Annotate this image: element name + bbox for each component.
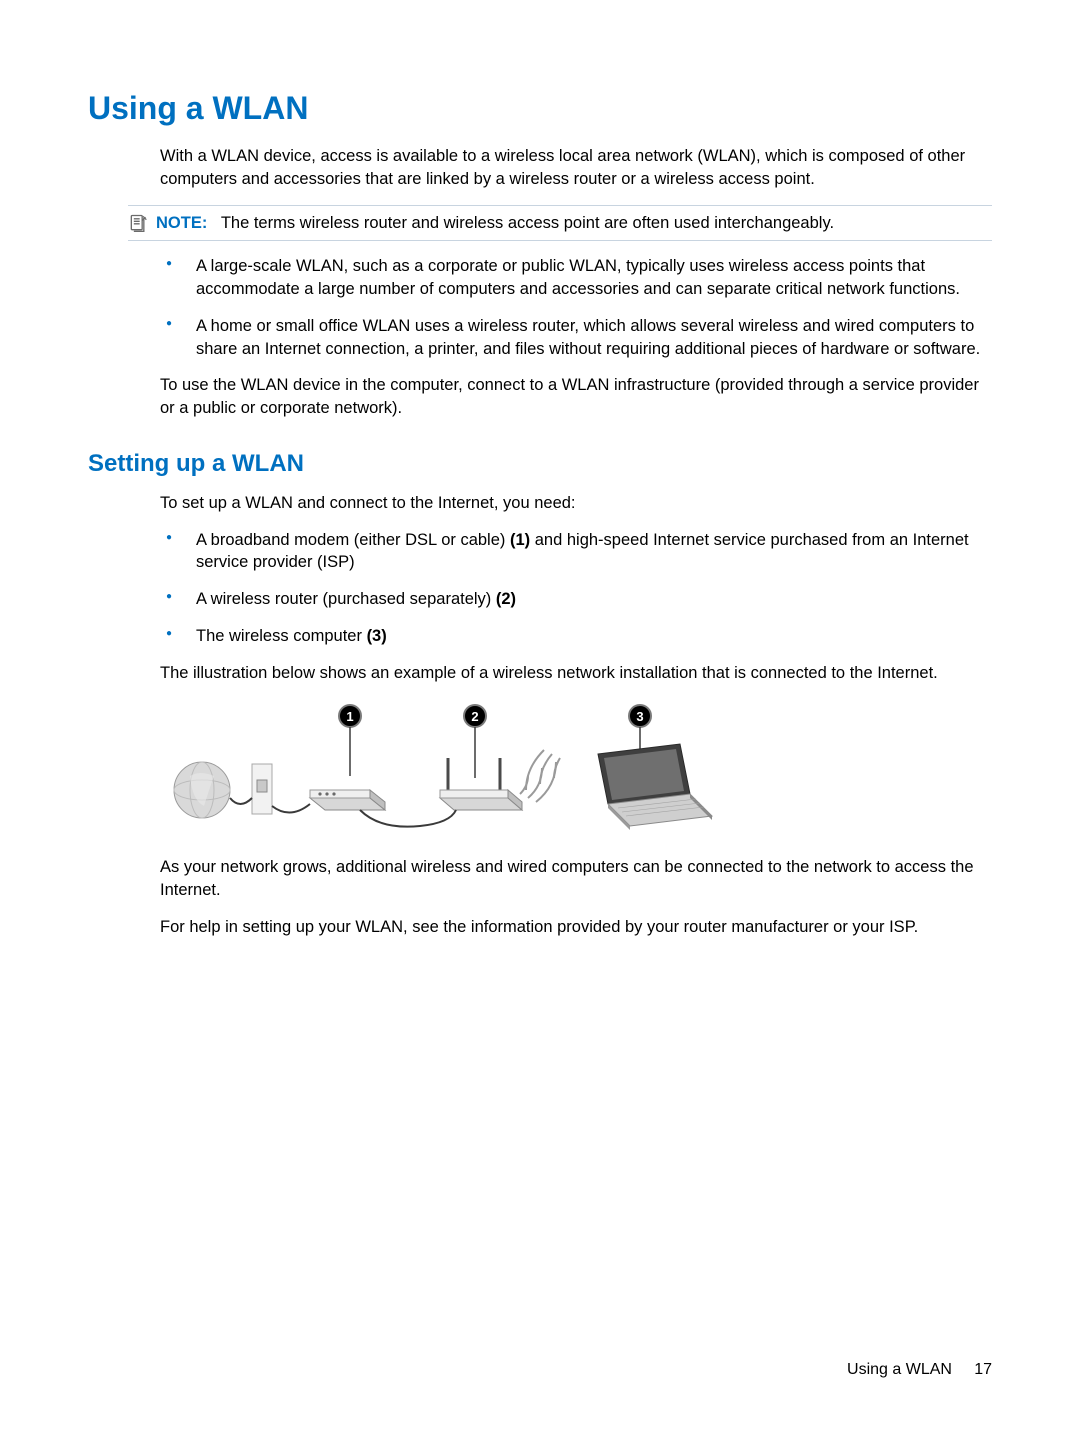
heading-setting-up-wlan: Setting up a WLAN [88,450,992,478]
cable [230,798,252,804]
callout-2: 2 [464,705,486,778]
list-ref: (1) [510,531,530,549]
cable [272,804,310,813]
note-icon [128,213,148,233]
grow-paragraph: As your network grows, additional wirele… [160,856,992,902]
callout-1: 1 [339,705,361,776]
cable [360,810,456,827]
wifi-waves-icon [520,750,560,802]
wlan-types-list: A large-scale WLAN, such as a corporate … [160,255,992,360]
network-diagram: 1 2 3 [160,698,720,838]
svg-text:3: 3 [636,709,643,724]
list-text: A wireless router (purchased separately) [196,590,496,608]
help-paragraph: For help in setting up your WLAN, see th… [160,916,992,939]
list-item: A home or small office WLAN uses a wirel… [160,315,992,361]
wall-jack-icon [252,764,272,814]
router-icon [440,758,522,810]
modem-icon [310,790,385,810]
footer-page-number: 17 [974,1361,992,1378]
document-page: Using a WLAN With a WLAN device, access … [0,0,1080,1437]
footer-title: Using a WLAN [847,1361,952,1378]
list-text: The wireless computer [196,627,367,645]
heading-using-wlan: Using a WLAN [88,90,992,127]
note-text: NOTE: The terms wireless router and wire… [156,212,834,235]
list-item: A wireless router (purchased separately)… [160,588,992,611]
list-item: A large-scale WLAN, such as a corporate … [160,255,992,301]
infrastructure-paragraph: To use the WLAN device in the computer, … [160,374,992,420]
laptop-icon [598,744,712,830]
list-item: The wireless computer (3) [160,625,992,648]
setup-requirements-list: A broadband modem (either DSL or cable) … [160,529,992,648]
note-box: NOTE: The terms wireless router and wire… [128,205,992,242]
list-ref: (3) [367,627,387,645]
svg-text:2: 2 [471,709,478,724]
list-item: A broadband modem (either DSL or cable) … [160,529,992,575]
page-footer: Using a WLAN 17 [847,1361,992,1379]
illustration-paragraph: The illustration below shows an example … [160,662,992,685]
setup-intro: To set up a WLAN and connect to the Inte… [160,492,992,515]
intro-paragraph: With a WLAN device, access is available … [160,145,992,191]
note-label: NOTE: [156,214,207,232]
list-ref: (2) [496,590,516,608]
note-body: The terms wireless router and wireless a… [221,214,834,232]
globe-icon [174,762,230,818]
list-text: A broadband modem (either DSL or cable) [196,531,510,549]
svg-text:1: 1 [346,709,353,724]
